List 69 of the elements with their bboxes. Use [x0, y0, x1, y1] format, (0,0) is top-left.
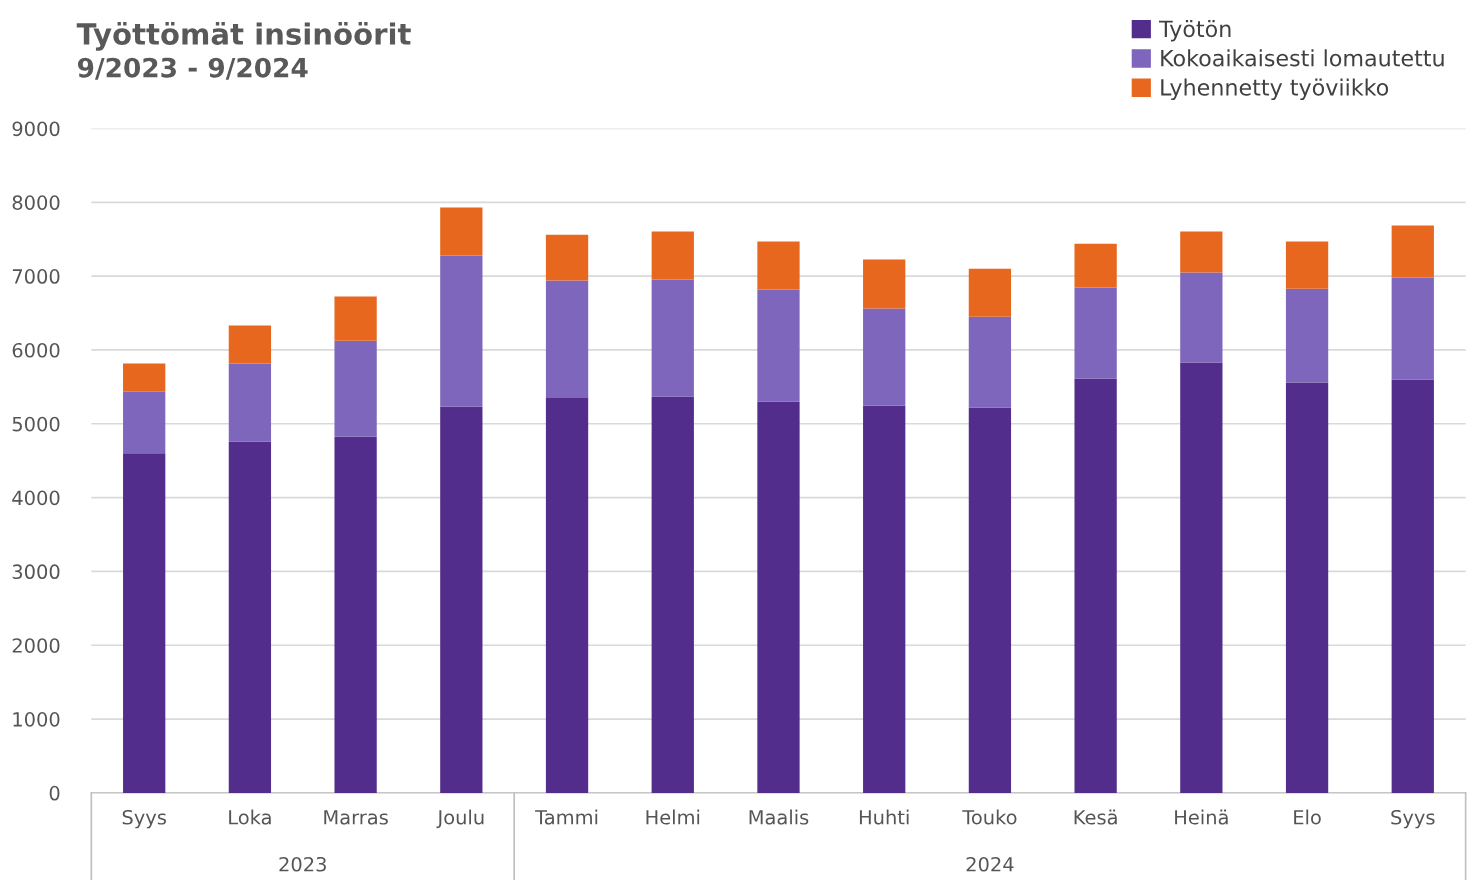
bar — [757, 401, 800, 793]
bar — [1074, 287, 1117, 379]
bar — [334, 340, 377, 437]
bar — [968, 268, 1012, 317]
x-tick-label: Maalis — [749, 809, 809, 825]
bar — [1180, 272, 1223, 363]
bar — [1391, 277, 1434, 380]
bar — [440, 406, 483, 793]
bar — [440, 207, 483, 256]
x-tick-label: Syys — [122, 809, 166, 829]
bar — [123, 391, 166, 454]
chart-title: Työttömät insinöörit — [76, 22, 411, 51]
bar — [1391, 225, 1434, 278]
bar — [1074, 378, 1117, 793]
x-tick-label: Heinä — [1175, 809, 1228, 825]
x-tick-label: Tammi — [535, 809, 598, 825]
legend-label: Lyhennetty työviikko — [1161, 78, 1389, 101]
y-tick-label: 8000 — [12, 195, 60, 210]
x-tick-label: Elo — [1294, 809, 1321, 825]
x-tick-label: Huhti — [859, 809, 909, 825]
y-tick-label: 2000 — [12, 638, 60, 653]
bar — [228, 325, 272, 364]
x-tick-label: Touko — [962, 809, 1017, 825]
bar — [651, 279, 694, 397]
chart-subtitle: 9/2023 - 9/2024 — [77, 57, 308, 80]
x-tick-label: Kesä — [1074, 809, 1117, 825]
y-tick-label: 5000 — [12, 416, 60, 432]
bar — [757, 289, 800, 402]
bar — [1285, 241, 1329, 289]
bar — [968, 407, 1012, 793]
bar — [1180, 362, 1223, 793]
bar — [545, 234, 589, 281]
bar — [123, 453, 166, 793]
bar — [651, 231, 694, 280]
bar — [1180, 231, 1223, 273]
text: 2024 — [966, 856, 1014, 872]
bar — [228, 441, 272, 793]
x-tick-label: Loka — [229, 809, 271, 825]
bar — [440, 255, 483, 407]
bar — [1074, 243, 1117, 288]
y-tick-label: 1000 — [13, 712, 60, 727]
bar — [334, 296, 377, 341]
x-tick-label: Syys — [1391, 809, 1435, 829]
bar — [1391, 379, 1434, 793]
bar — [123, 363, 166, 392]
y-tick-label: 6000 — [12, 342, 60, 358]
legend-label: Työtön — [1159, 20, 1231, 42]
bar — [863, 259, 906, 309]
bar — [651, 396, 694, 793]
bar — [757, 241, 800, 290]
bar — [863, 405, 906, 793]
y-tick-label: 0 — [49, 785, 60, 801]
bar — [228, 363, 272, 442]
text: 2023 — [279, 856, 326, 872]
x-tick-label: Joulu — [436, 809, 484, 829]
y-tick-label: 3000 — [12, 564, 60, 580]
y-tick-label: 7000 — [12, 269, 60, 284]
legend-label: Kokoaikaisesti lomautettu — [1161, 49, 1444, 67]
bar — [334, 436, 377, 793]
y-tick-label: 9000 — [12, 121, 60, 137]
bar — [863, 308, 906, 406]
bar — [545, 280, 589, 398]
bar — [545, 397, 589, 793]
bar — [1285, 288, 1329, 383]
bar — [968, 316, 1012, 408]
x-tick-label: Helmi — [646, 809, 700, 825]
y-tick-label: 4000 — [12, 490, 60, 506]
bar — [1285, 382, 1329, 793]
x-tick-label: Marras — [324, 810, 388, 825]
